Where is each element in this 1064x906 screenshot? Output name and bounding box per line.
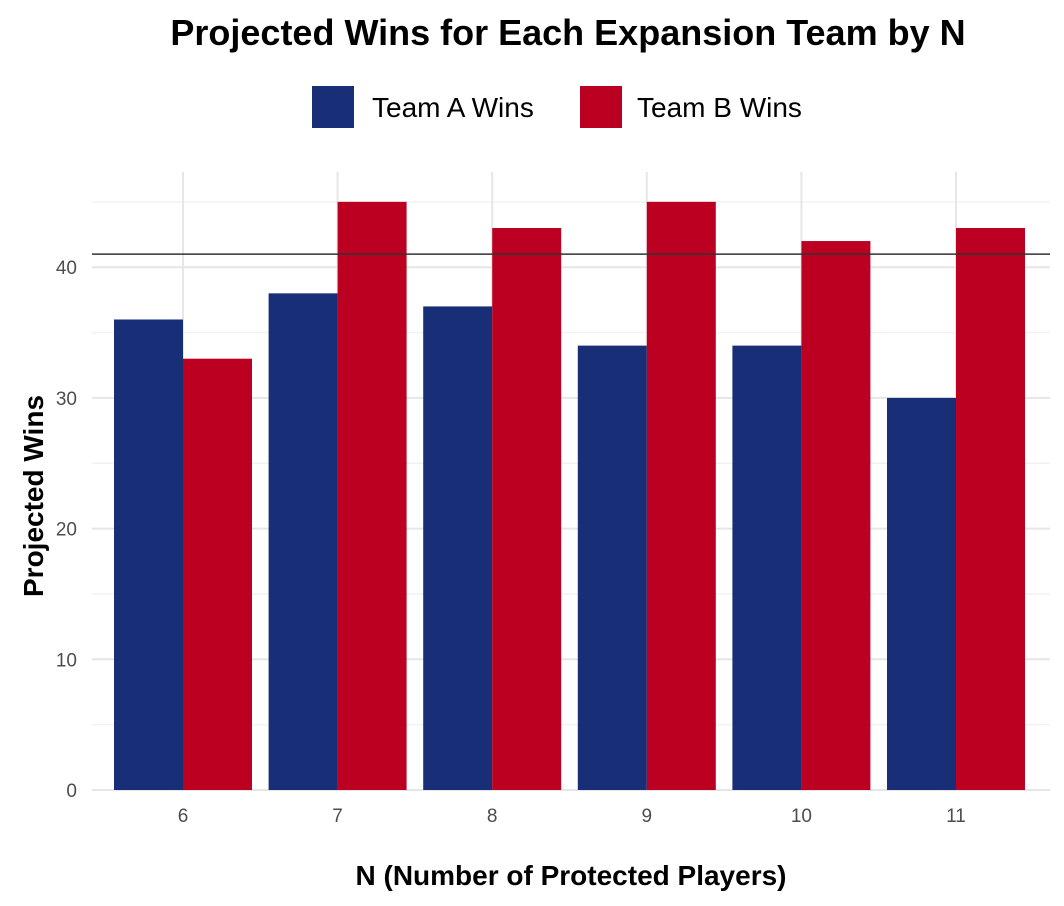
bar-team-b-n7 (337, 201, 407, 791)
x-tick-label: 8 (487, 806, 498, 827)
legend-label-team-a: Team A Wins (372, 92, 534, 123)
bar-team-a-n8 (423, 306, 493, 790)
x-tick-label: 9 (642, 806, 653, 827)
bar-team-a-n11 (887, 397, 956, 790)
bar-team-b-n10 (801, 241, 871, 790)
y-tick-label: 10 (56, 650, 77, 671)
legend-label-team-b: Team B Wins (637, 92, 802, 123)
bar-team-a-n7 (268, 293, 338, 790)
bar-team-a-n10 (732, 345, 802, 790)
bar-team-a-n9 (577, 345, 647, 790)
bar-team-b-n6 (183, 358, 252, 790)
y-tick-label: 30 (56, 389, 77, 410)
x-tick-label: 6 (178, 806, 189, 827)
bar-team-b-n9 (646, 201, 716, 791)
legend-swatch-team-a (312, 86, 354, 128)
y-tick-label: 20 (56, 520, 77, 541)
legend-swatch-team-b (580, 86, 622, 128)
y-axis-title: Projected Wins (18, 395, 49, 597)
tick-labels-layer: 0 10 20 30 40 6 7 8 9 10 11 (56, 258, 966, 827)
x-tick-label: 7 (332, 806, 343, 827)
bar-team-b-n11 (956, 227, 1025, 791)
bars-layer (114, 201, 1025, 791)
x-axis-title: N (Number of Protected Players) (356, 860, 787, 891)
x-tick-label: 11 (946, 806, 966, 827)
bar-team-a-n6 (114, 319, 183, 790)
y-tick-label: 40 (56, 258, 77, 279)
y-tick-label: 0 (66, 781, 77, 802)
bar-team-b-n8 (492, 227, 562, 791)
legend: Team A Wins Team B Wins (312, 86, 802, 128)
x-tick-label: 10 (791, 806, 812, 827)
chart-title: Projected Wins for Each Expansion Team b… (170, 12, 965, 53)
